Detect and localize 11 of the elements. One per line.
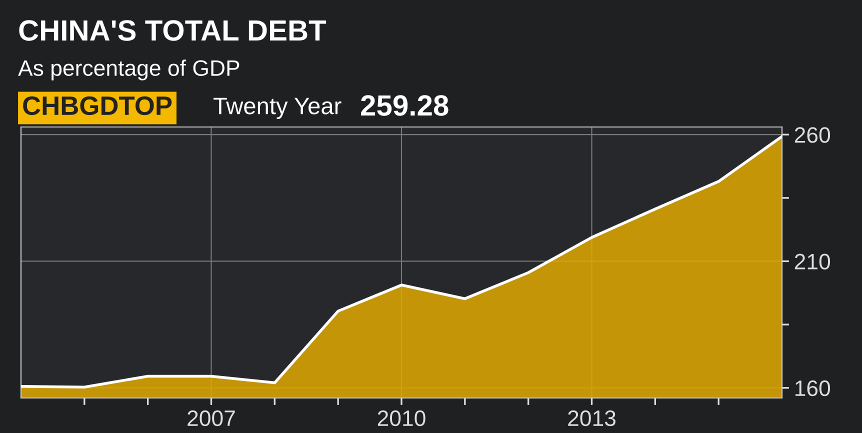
chart-subtitle: As percentage of GDP xyxy=(18,60,240,80)
x-tick-label: 2007 xyxy=(188,410,235,426)
text: Twenty Year xyxy=(214,98,342,120)
x-tick-label: 2010 xyxy=(378,410,426,426)
y-tick-label: 260 xyxy=(794,127,830,143)
x-tick-label: 2013 xyxy=(568,410,616,426)
chart-title: CHINA'S TOTAL DEBT xyxy=(19,20,326,41)
text: CHBGDTOP xyxy=(23,96,172,116)
y-tick-label: 160 xyxy=(796,380,830,396)
y-tick-label: 210 xyxy=(794,254,830,270)
text: 259.28 xyxy=(361,95,448,116)
